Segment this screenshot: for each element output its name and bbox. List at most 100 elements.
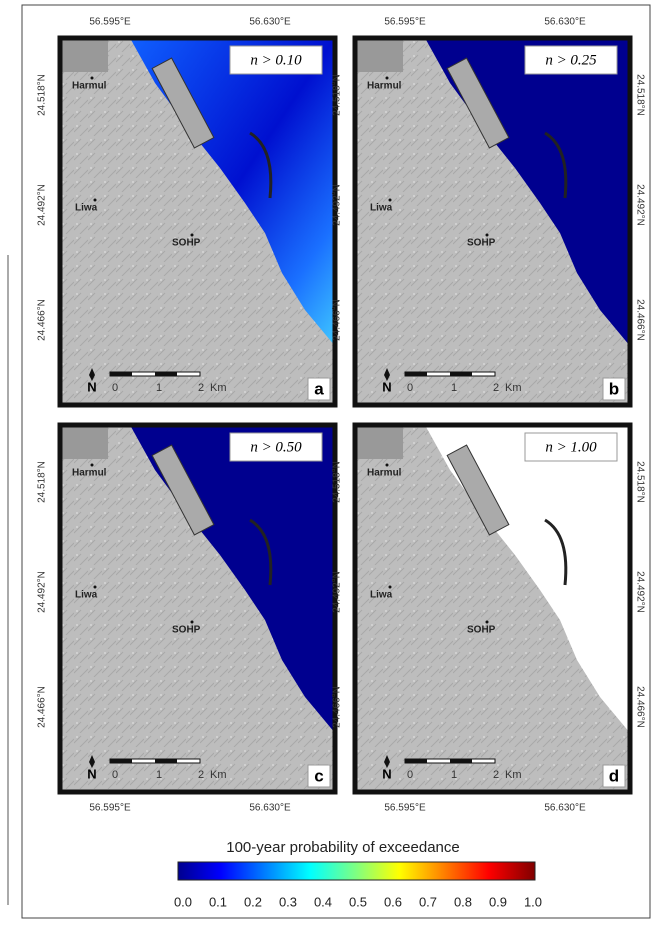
scale-label: Km: [505, 769, 522, 781]
scale-bar-fill: [450, 759, 472, 763]
scale-label: Km: [505, 382, 522, 394]
figure: Harmul Liwa SOHP n > 0.10 a N 0 1 2 Km 56.595°E 56.…: [0, 0, 656, 924]
lat-label: 24.492°N: [332, 571, 343, 613]
place-label: Liwa: [75, 203, 98, 214]
lat-label: 24.518°N: [634, 74, 645, 116]
lat-label: 24.518°N: [37, 74, 48, 116]
scale-label: 1: [156, 769, 162, 781]
lon-label: 56.595°E: [89, 803, 131, 814]
lat-label: 24.466°N: [332, 299, 343, 341]
colorbar-tick-label: 0.5: [349, 894, 367, 909]
place-dot: [94, 586, 97, 589]
lat-label: 24.518°N: [332, 461, 343, 503]
lat-label: 24.518°N: [634, 461, 645, 503]
colorbar-tick-label: 0.9: [489, 894, 507, 909]
north-arrow: N: [87, 379, 96, 394]
panel-letter: a: [314, 379, 324, 398]
lat-label: 24.492°N: [634, 184, 645, 226]
scale-label: Km: [210, 382, 227, 394]
place-dot: [94, 199, 97, 202]
urban: [60, 38, 108, 72]
colorbar-title: 100-year probability of exceedance: [226, 839, 459, 856]
lon-label: 56.630°E: [249, 17, 291, 28]
scale-bar-fill: [405, 372, 427, 376]
place-dot: [191, 234, 194, 237]
urban: [355, 38, 403, 72]
scale-label: 0: [112, 769, 118, 781]
scale-label: 2: [493, 769, 499, 781]
threshold-label: n > 0.10: [250, 52, 302, 68]
place-label: Liwa: [370, 590, 393, 601]
place-label: Harmul: [72, 81, 107, 92]
place-label: SOHP: [467, 238, 496, 249]
colorbar-tick-label: 0.8: [454, 894, 472, 909]
north-arrow: N: [382, 766, 391, 781]
place-label: SOHP: [172, 625, 201, 636]
lon-label: 56.630°E: [544, 803, 586, 814]
scale-bar-fill: [405, 759, 427, 763]
colorbar-tick-label: 0.0: [174, 894, 192, 909]
scale-label: 0: [112, 382, 118, 394]
place-dot: [389, 586, 392, 589]
scale-label: 2: [493, 382, 499, 394]
place-dot: [389, 199, 392, 202]
lat-label: 24.466°N: [332, 686, 343, 728]
north-arrow: N: [382, 379, 391, 394]
lat-label: 24.466°N: [37, 299, 48, 341]
lon-label: 56.595°E: [384, 17, 426, 28]
scale-label: 2: [198, 382, 204, 394]
threshold-label: n > 0.25: [545, 52, 597, 68]
scale-label: 2: [198, 769, 204, 781]
scale-bar-fill: [155, 759, 177, 763]
lon-label: 56.595°E: [384, 803, 426, 814]
lon-label: 56.630°E: [544, 17, 586, 28]
scale-label: 1: [156, 382, 162, 394]
lat-label: 24.466°N: [634, 299, 645, 341]
place-dot: [386, 77, 389, 80]
lon-label: 56.630°E: [249, 803, 291, 814]
panel-letter: c: [314, 766, 323, 785]
scale-bar-fill: [110, 372, 132, 376]
panels: Harmul Liwa SOHP n > 0.10 a N 0 1 2 Km 56.595°E 56.…: [37, 17, 646, 814]
place-dot: [386, 464, 389, 467]
place-label: Harmul: [367, 468, 402, 479]
place-label: SOHP: [172, 238, 201, 249]
urban: [60, 425, 108, 459]
lat-label: 24.492°N: [37, 184, 48, 226]
colorbar-tick-label: 0.3: [279, 894, 297, 909]
scale-label: 0: [407, 382, 413, 394]
place-label: Harmul: [367, 81, 402, 92]
scale-label: 1: [451, 769, 457, 781]
lat-label: 24.466°N: [37, 686, 48, 728]
place-dot: [486, 234, 489, 237]
place-label: SOHP: [467, 625, 496, 636]
lat-label: 24.492°N: [332, 184, 343, 226]
lat-label: 24.492°N: [634, 571, 645, 613]
colorbar-tick-label: 0.6: [384, 894, 402, 909]
place-dot: [91, 77, 94, 80]
colorbar-tick-label: 0.7: [419, 894, 437, 909]
scale-bar-fill: [110, 759, 132, 763]
lat-label: 24.466°N: [634, 686, 645, 728]
lon-label: 56.595°E: [89, 17, 131, 28]
urban: [355, 425, 403, 459]
north-arrow: N: [87, 766, 96, 781]
place-dot: [486, 621, 489, 624]
lat-label: 24.492°N: [37, 571, 48, 613]
colorbar-tick-label: 1.0: [524, 894, 542, 909]
scale-bar-fill: [450, 372, 472, 376]
place-dot: [191, 621, 194, 624]
lat-label: 24.518°N: [332, 74, 343, 116]
map-panel: Harmul Liwa SOHP n > 0.10 a N 0 1 2 Km 56.595°E 56.…: [37, 17, 335, 405]
threshold-label: n > 0.50: [250, 439, 302, 455]
colorbar-tick-label: 0.1: [209, 894, 227, 909]
scale-bar-fill: [155, 372, 177, 376]
panel-letter: d: [609, 766, 619, 785]
lat-label: 24.518°N: [37, 461, 48, 503]
scale-label: 1: [451, 382, 457, 394]
place-dot: [91, 464, 94, 467]
scale-label: Km: [210, 769, 227, 781]
